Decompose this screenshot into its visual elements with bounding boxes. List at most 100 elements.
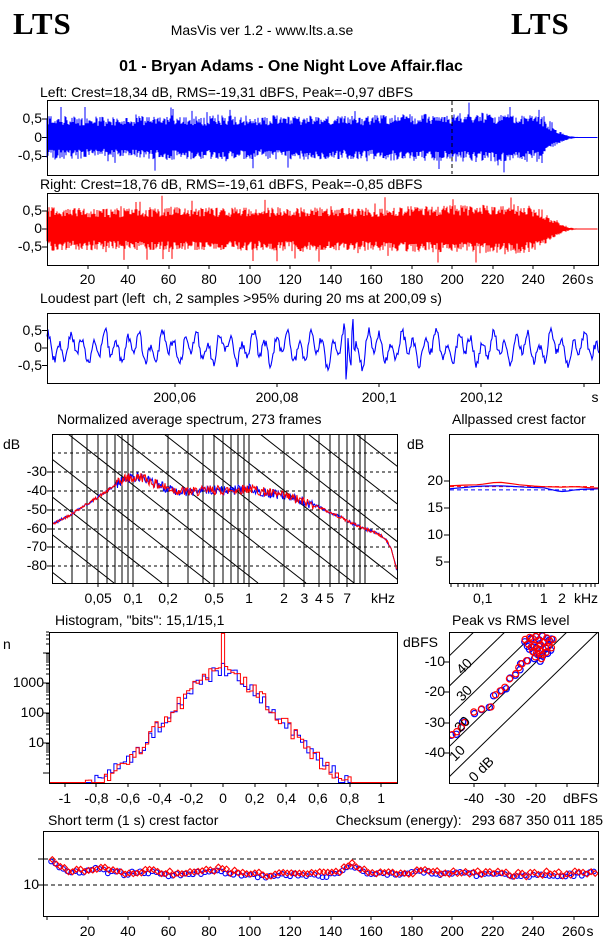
- dbfs-tick-label: -10: [424, 653, 445, 669]
- dbfs-tick-label: -30: [424, 714, 445, 730]
- freq-tick-label: 7: [343, 590, 352, 606]
- value-tick-label: 0,4: [276, 790, 296, 806]
- y-tick-label: 0: [34, 339, 42, 355]
- time-axis-unit: s: [591, 389, 599, 405]
- time-tick-label: 240: [521, 271, 545, 287]
- freq-tick-label: 0,1: [472, 590, 493, 606]
- time-tick-label: 20: [79, 271, 96, 287]
- peak-rms-title: Peak vs RMS level: [452, 612, 570, 628]
- x-axis-unit: dBFS: [562, 790, 598, 806]
- freq-axis-unit: kHz: [370, 590, 396, 606]
- allpassed-ylabel: dB: [407, 436, 425, 452]
- time-tick-label: 200,12: [460, 389, 503, 405]
- track-title: 01 - Bryan Adams - One Night Love Affair…: [119, 58, 463, 75]
- time-tick-label: 220: [480, 271, 505, 287]
- value-tick-label: 1: [377, 790, 386, 806]
- spectrum-ylabel: dB: [3, 436, 21, 452]
- lts-logo-right: LTS: [511, 6, 570, 41]
- time-tick-label: 140: [318, 923, 343, 939]
- time-axis-unit: s: [586, 271, 594, 287]
- right-channel-stats-label: Right: Crest=18,76 dB, RMS=-19,61 dBFS, …: [40, 176, 423, 192]
- time-tick-label: 120: [278, 271, 302, 287]
- value-tick-label: -0,6: [116, 790, 141, 806]
- time-tick-label: 200,06: [153, 389, 197, 405]
- value-tick-label: 0,2: [244, 790, 265, 806]
- time-tick-label: 40: [120, 271, 136, 287]
- freq-tick-label: 0,2: [158, 590, 178, 606]
- time-tick-label: 60: [160, 271, 177, 287]
- spectrum-title: Normalized average spectrum, 273 frames: [57, 411, 322, 427]
- app-version-line: MasVis ver 1.2 - www.lts.a.se: [170, 22, 354, 38]
- y-tick-label: -0,5: [17, 147, 42, 163]
- db-tick-label: -60: [26, 520, 47, 536]
- shortterm-title: Short term (1 s) crest factor: [48, 812, 219, 828]
- time-tick-label: 260: [562, 271, 586, 287]
- dbfs-tick-label: -40: [463, 790, 484, 806]
- db-tick-label: 20: [427, 472, 443, 488]
- time-tick-label: 100: [237, 271, 262, 287]
- time-axis-unit: s: [586, 923, 594, 939]
- time-tick-label: 200: [440, 923, 464, 939]
- time-tick-label: 260: [561, 923, 586, 939]
- time-tick-label: 200,08: [255, 389, 299, 405]
- y-tick-label: 0,5: [22, 322, 42, 338]
- db-tick-label: -70: [26, 538, 47, 554]
- time-tick-label: 100: [237, 923, 262, 939]
- time-tick-label: 160: [359, 271, 383, 287]
- peak-rms-ylabel: dBFS: [403, 634, 439, 650]
- freq-tick-label: 4: [315, 590, 323, 606]
- freq-axis-unit: kHz: [573, 590, 599, 606]
- y-tick-label: 0: [34, 220, 42, 236]
- freq-tick-label: 0,5: [204, 590, 224, 606]
- db-tick-label: -30: [26, 463, 47, 479]
- time-tick-label: 80: [201, 923, 217, 939]
- time-tick-label: 120: [278, 923, 302, 939]
- time-tick-label: 200,1: [361, 389, 397, 405]
- value-tick-label: 0,8: [339, 790, 360, 806]
- db-tick-label: 10: [23, 876, 39, 892]
- time-tick-label: 240: [521, 923, 545, 939]
- freq-tick-label: 2: [558, 590, 566, 606]
- time-tick-label: 180: [399, 271, 424, 287]
- value-tick-label: 0: [219, 790, 227, 806]
- freq-tick-label: 0,05: [84, 590, 112, 606]
- db-tick-label: 10: [427, 526, 443, 542]
- checksum-value: 293 687 350 011 185: [471, 812, 603, 828]
- time-tick-label: 140: [318, 271, 343, 287]
- dbfs-tick-label: -30: [494, 790, 515, 806]
- y-tick-label: 0: [34, 129, 42, 145]
- checksum-row: Checksum (energy): 293 687 350 011 185: [0, 812, 603, 828]
- db-tick-label: 15: [427, 499, 443, 515]
- time-tick-label: 60: [160, 923, 177, 939]
- y-tick-label: -0,5: [17, 357, 42, 373]
- freq-tick-label: 3: [300, 590, 309, 606]
- histogram-title: Histogram, "bits": 15,1/15,1: [55, 612, 225, 628]
- time-tick-label: 180: [399, 923, 424, 939]
- y-tick-label: 0,5: [22, 110, 42, 126]
- time-tick-label: 20: [79, 923, 96, 939]
- freq-tick-label: 0,1: [123, 590, 143, 606]
- histogram-ylabel: n: [3, 636, 11, 652]
- y-tick-label: -0,5: [17, 238, 42, 254]
- freq-tick-label: 5: [326, 590, 335, 606]
- loudest-part-label: Loudest part (left ch, 2 samples >95% du…: [40, 290, 442, 306]
- freq-tick-label: 2: [280, 590, 288, 606]
- value-tick-label: 0,6: [308, 790, 328, 806]
- time-tick-label: 80: [201, 271, 217, 287]
- checksum-label: Checksum (energy):: [335, 812, 462, 828]
- db-tick-label: -50: [26, 501, 47, 517]
- freq-tick-label: 1: [245, 590, 253, 606]
- dbfs-tick-label: -40: [424, 744, 445, 760]
- allpassed-title: Allpassed crest factor: [452, 411, 586, 427]
- time-tick-label: 220: [480, 923, 505, 939]
- count-tick-label: 100: [20, 704, 44, 720]
- y-tick-label: 0,5: [22, 202, 42, 218]
- left-channel-stats-label: Left: Crest=18,34 dB, RMS=-19,31 dBFS, P…: [40, 84, 414, 100]
- value-tick-label: -0,2: [179, 790, 204, 806]
- count-tick-label: 1000: [12, 674, 44, 690]
- count-tick-label: 10: [28, 734, 44, 750]
- value-tick-label: -0,8: [84, 790, 109, 806]
- dbfs-tick-label: -20: [424, 683, 445, 699]
